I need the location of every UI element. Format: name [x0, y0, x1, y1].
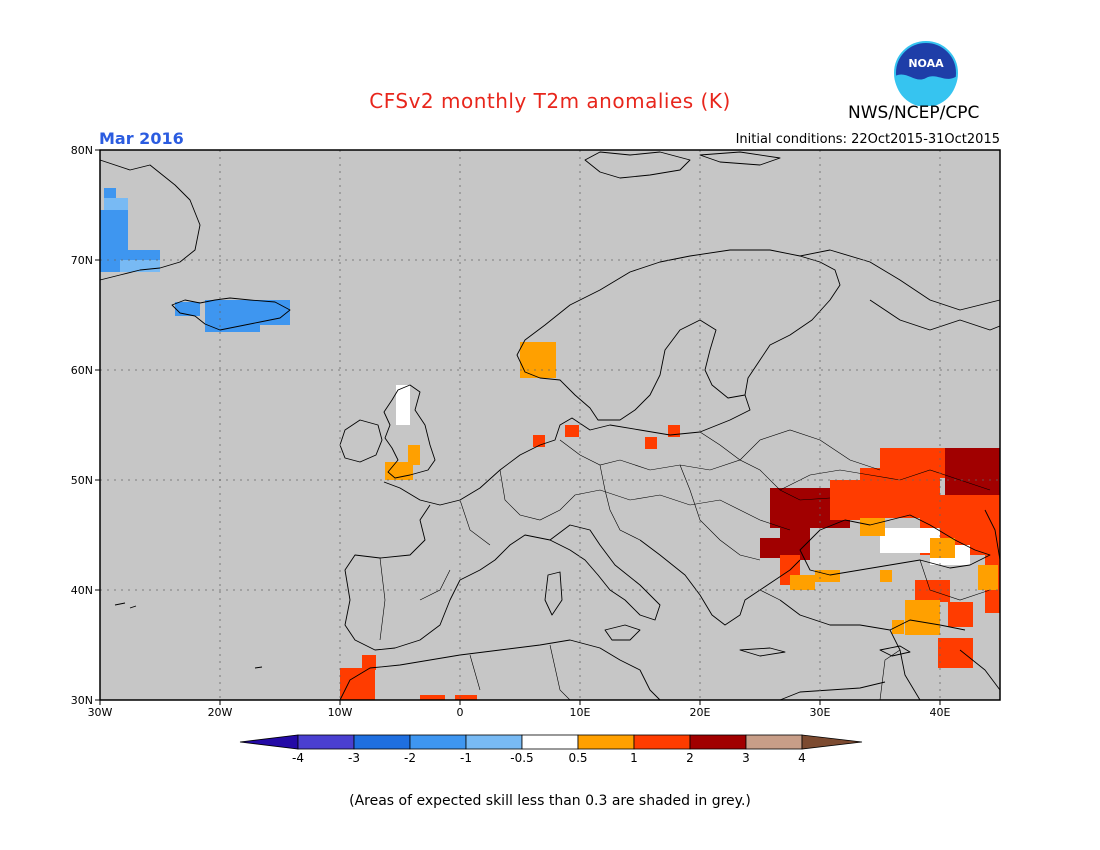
colorbar-label: -4 — [292, 751, 304, 765]
logo-text: NOAA — [908, 57, 944, 70]
colorbar-label: 2 — [686, 751, 694, 765]
agency-label: NWS/NCEP/CPC — [848, 103, 980, 123]
anomaly-cell — [530, 355, 548, 377]
lon-label: 30E — [810, 706, 831, 719]
anomaly-cell — [830, 480, 860, 520]
lat-label: 30N — [71, 694, 93, 707]
anomaly-cell — [175, 302, 200, 316]
colorbar-label: 4 — [798, 751, 806, 765]
anomaly-cell — [930, 538, 955, 558]
anomaly-cell — [938, 638, 973, 668]
lat-label: 50N — [71, 474, 93, 487]
anomaly-cells — [100, 188, 1000, 700]
anomaly-cell — [978, 565, 998, 590]
colorbar-segment — [745, 734, 803, 750]
chart-title: CFSv2 monthly T2m anomalies (K) — [369, 89, 731, 113]
anomaly-cell — [880, 570, 892, 582]
lon-label: 30W — [88, 706, 113, 719]
anomaly-cell — [565, 425, 579, 437]
lat-labels: 80N 70N 60N 50N 40N 30N — [71, 144, 93, 707]
colorbar-label: 0.5 — [568, 751, 587, 765]
anomaly-cell — [760, 538, 800, 558]
anomaly-cell — [945, 448, 1000, 498]
anomaly-cell — [408, 445, 420, 465]
lon-label: 10W — [328, 706, 353, 719]
anomaly-cell — [948, 602, 973, 627]
initial-conditions-label: Initial conditions: 22Oct2015-31Oct2015 — [735, 132, 1000, 147]
lon-label: 40E — [930, 706, 951, 719]
colorbar-segment — [633, 734, 691, 750]
colorbar-label: -0.5 — [510, 751, 533, 765]
anomaly-cell — [362, 655, 376, 670]
map-frame — [99, 149, 1001, 701]
colorbar-min-arrow — [239, 734, 299, 750]
month-label: Mar 2016 — [99, 129, 184, 148]
grid-lines — [100, 150, 1000, 700]
anomaly-cell — [396, 385, 410, 425]
axis-ticks — [95, 149, 941, 705]
colorbar-segment — [521, 734, 579, 750]
colorbar: -4 -3 -2 -1 -0.5 0.5 1 2 3 4 — [239, 734, 863, 765]
lon-label: 20W — [208, 706, 233, 719]
noaa-logo: NOAA — [894, 41, 958, 106]
anomaly-cell — [420, 695, 445, 700]
colorbar-label: 3 — [742, 751, 750, 765]
country-borders — [379, 429, 991, 701]
anomaly-cell — [205, 318, 260, 332]
colorbar-label: 1 — [630, 751, 638, 765]
anomaly-cell — [340, 668, 375, 700]
footnote: (Areas of expected skill less than 0.3 a… — [349, 793, 751, 809]
anomaly-cell — [892, 620, 904, 634]
colorbar-segment — [577, 734, 635, 750]
colorbar-label: -1 — [460, 751, 472, 765]
lat-label: 60N — [71, 364, 93, 377]
colorbar-segment — [353, 734, 411, 750]
anomaly-cell — [905, 600, 940, 635]
anomaly-cell — [645, 437, 657, 449]
colorbar-max-arrow — [801, 734, 863, 750]
colorbar-segment — [297, 734, 355, 750]
colorbar-label: -3 — [348, 751, 360, 765]
colorbar-segment — [465, 734, 523, 750]
lat-label: 70N — [71, 254, 93, 267]
lon-label: 0 — [457, 706, 464, 719]
colorbar-label: -2 — [404, 751, 416, 765]
lon-label: 10E — [570, 706, 591, 719]
colorbar-segment — [689, 734, 747, 750]
lon-labels: 30W 20W 10W 0 10E 20E 30E 40E — [88, 706, 951, 719]
lon-label: 20E — [690, 706, 711, 719]
lat-label: 40N — [71, 584, 93, 597]
anomaly-cell — [790, 575, 815, 590]
coastlines — [99, 151, 1001, 701]
colorbar-segment — [409, 734, 467, 750]
anomaly-cell — [104, 188, 116, 200]
anomaly-cell — [455, 695, 477, 700]
anomaly-cell — [860, 518, 885, 536]
lat-label: 80N — [71, 144, 93, 157]
map-background — [100, 150, 1000, 700]
